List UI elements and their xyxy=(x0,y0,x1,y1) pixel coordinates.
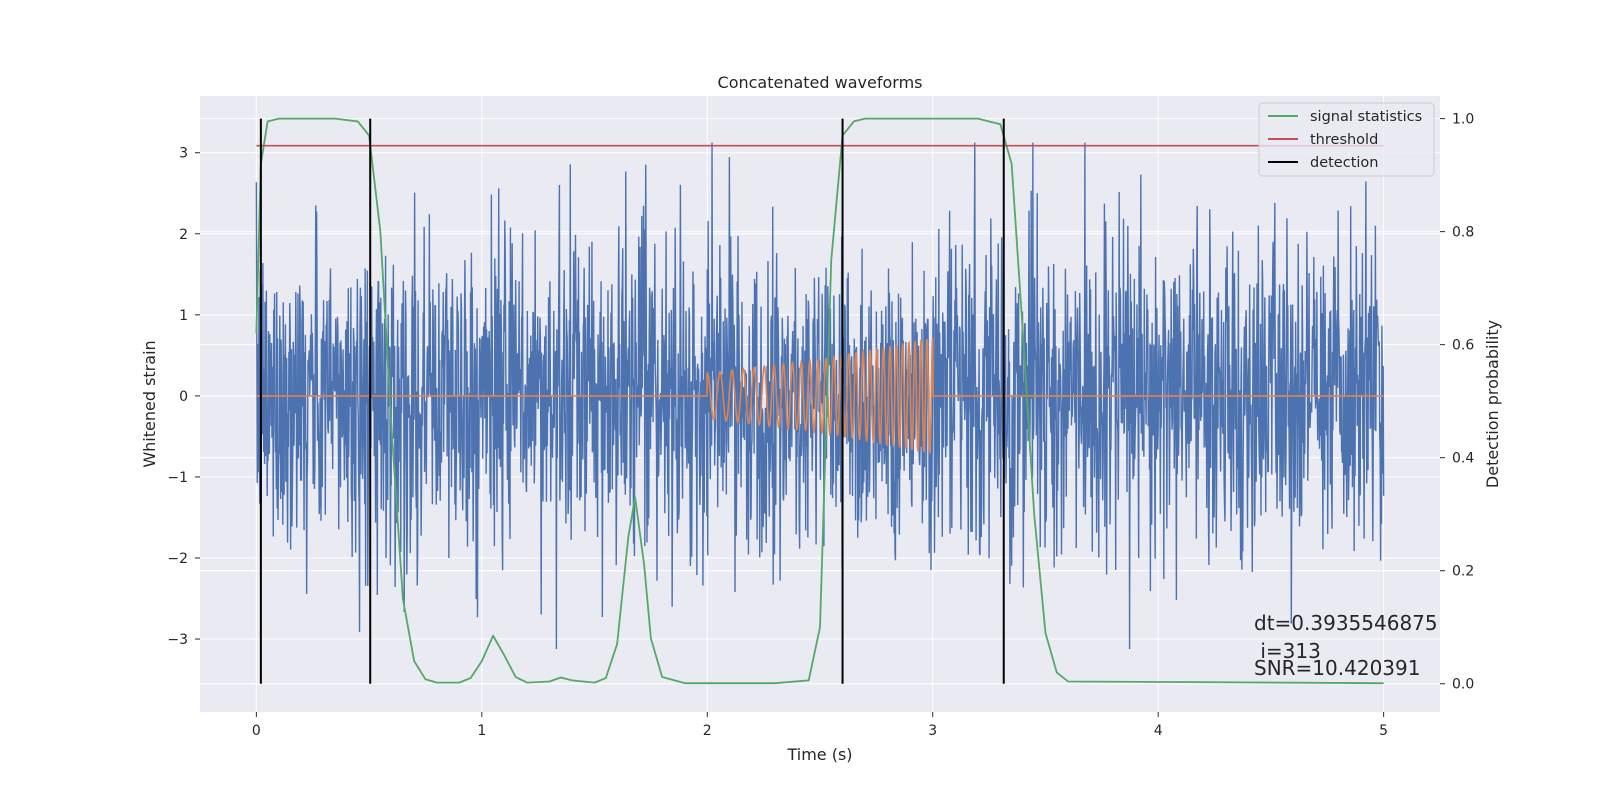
legend-label-detection: detection xyxy=(1310,155,1378,171)
legend-box xyxy=(1258,102,1435,177)
x-tick-label: 4 xyxy=(1154,723,1163,739)
y2-tick-label: 1.0 xyxy=(1452,112,1474,128)
y2-tick-label: 0.6 xyxy=(1452,338,1474,354)
chart-title: Concatenated waveforms xyxy=(718,73,923,92)
y-tick-label: 1 xyxy=(179,308,188,324)
annotation-dt: dt=0.3935546875 xyxy=(1254,611,1438,635)
x-tick-label: 3 xyxy=(928,723,937,739)
legend-label-threshold: threshold xyxy=(1310,132,1378,148)
x-tick-label: 5 xyxy=(1379,723,1388,739)
y-tick-label: −2 xyxy=(167,551,188,567)
tick-labels: 0 1 2 3 4 5 −3 −2 −1 0 1 2 3 0.0 0.2 0.4 0.6 0.8 1.0 xyxy=(167,112,1474,739)
legend: signal statistics threshold detection xyxy=(1258,102,1435,177)
y2-tick-label: 0.8 xyxy=(1452,225,1474,241)
x-axis-label: Time (s) xyxy=(786,745,852,764)
series-template-line xyxy=(256,337,1384,454)
annotation-snr: SNR=10.420391 xyxy=(1254,656,1420,680)
series-signal-statistics-line xyxy=(255,117,1384,685)
x-tick-label: 2 xyxy=(703,723,712,739)
y2-tick-label: 0.0 xyxy=(1452,677,1474,693)
y2-axis-label: Detection probability xyxy=(1483,320,1502,488)
annotation-index: i=313 xyxy=(1254,639,1321,663)
y-tick-label: 3 xyxy=(179,146,188,162)
y-tick-label: 2 xyxy=(179,227,188,243)
y-tick-label: −3 xyxy=(167,632,188,648)
y2-tick-label: 0.4 xyxy=(1452,451,1474,467)
y-axis-label: Whitened strain xyxy=(140,340,159,467)
x-tick-label: 1 xyxy=(477,723,486,739)
x-tick-label: 0 xyxy=(252,723,261,739)
legend-label-signal-statistics: signal statistics xyxy=(1310,109,1422,125)
y2-tick-label: 0.2 xyxy=(1452,564,1474,580)
series-layer xyxy=(255,117,1385,685)
y-tick-label: −1 xyxy=(167,470,188,486)
y-tick-label: 0 xyxy=(179,389,188,405)
